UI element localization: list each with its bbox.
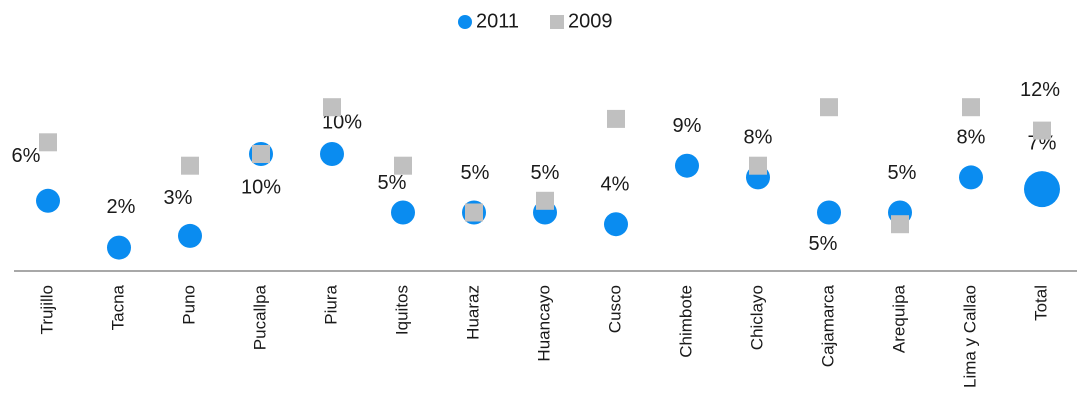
- dot: [178, 223, 202, 248]
- data-label: 8%: [957, 127, 986, 149]
- data-label: 5%: [531, 162, 560, 184]
- data-label: 5%: [461, 162, 490, 184]
- data-label: 5%: [378, 172, 407, 194]
- square-marker: [962, 98, 980, 117]
- x-tick-label: Huaraz: [463, 285, 482, 340]
- x-tick-label: Puno: [179, 285, 198, 325]
- square-marker: [536, 191, 554, 210]
- square-marker: [394, 156, 412, 175]
- data-label: 5%: [888, 162, 917, 184]
- dot: [320, 142, 344, 166]
- dot: [107, 235, 131, 260]
- x-tick-label: Trujillo: [37, 285, 56, 334]
- data-label: 2%: [107, 196, 136, 218]
- x-tick-label: Lima y Callao: [960, 285, 979, 388]
- square-marker: [181, 156, 199, 175]
- legend-label: 2011: [476, 10, 519, 32]
- square-marker: [465, 203, 483, 222]
- x-tick-label: Pucallpa: [250, 284, 269, 350]
- x-tick-label: Arequipa: [889, 284, 908, 353]
- legend-marker: [550, 15, 564, 29]
- square-marker: [607, 109, 625, 128]
- square-marker: [749, 156, 767, 175]
- data-label: 6%: [12, 145, 41, 167]
- data-label: 10%: [241, 176, 281, 198]
- x-tick-label: Piura: [321, 284, 340, 324]
- square-marker: [1033, 121, 1051, 140]
- dot: [1024, 171, 1060, 208]
- square-marker: [891, 215, 909, 234]
- x-tick-label: Iquitos: [392, 285, 411, 335]
- data-label: 5%: [809, 233, 838, 255]
- legend-label: 2009: [568, 10, 613, 32]
- x-tick-label: Cajamarca: [818, 284, 837, 367]
- x-tick-label: Cusco: [605, 285, 624, 333]
- dot: [604, 212, 628, 237]
- dot: [675, 153, 699, 178]
- data-label: 10%: [322, 111, 362, 133]
- square-marker: [39, 133, 57, 152]
- dot: [817, 200, 841, 225]
- square-marker: [323, 98, 341, 117]
- data-label: 4%: [601, 173, 630, 195]
- square-marker: [252, 145, 270, 163]
- x-tick-label: Chiclayo: [747, 285, 766, 350]
- legend-marker: [458, 15, 472, 29]
- square-marker: [820, 98, 838, 117]
- x-tick-label: Tacna: [108, 284, 127, 330]
- dot: [391, 200, 415, 225]
- data-label: 12%: [1020, 79, 1060, 101]
- x-tick-label: Huancayo: [534, 285, 553, 362]
- dot: [36, 188, 60, 213]
- x-tick-label: Total: [1031, 285, 1050, 321]
- x-tick-label: Chimbote: [676, 285, 695, 358]
- dot: [959, 165, 983, 190]
- data-label: 3%: [164, 187, 193, 209]
- data-label: 8%: [744, 127, 773, 149]
- data-label: 9%: [673, 115, 702, 137]
